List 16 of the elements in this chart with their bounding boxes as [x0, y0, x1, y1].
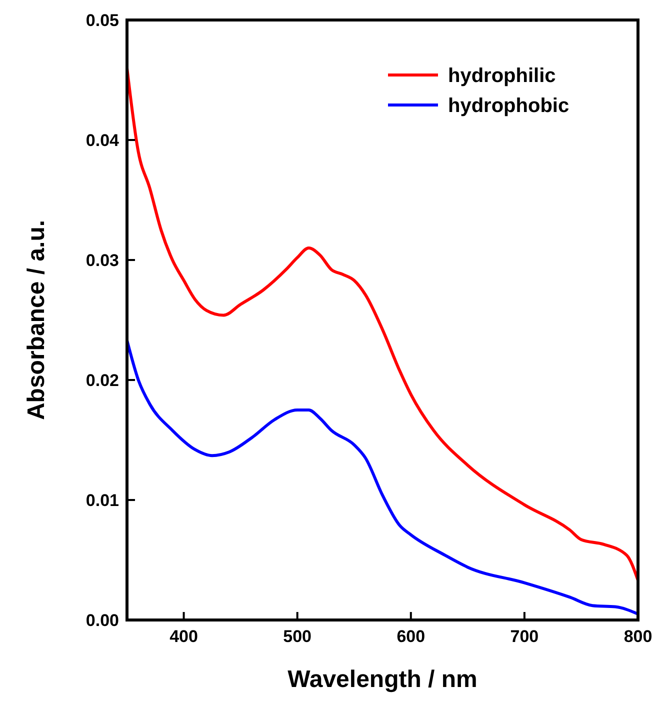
x-tick-label: 500: [283, 627, 312, 646]
y-axis-title: Absorbance / a.u.: [23, 220, 50, 420]
legend-label: hydrophilic: [448, 65, 556, 87]
y-tick-label: 0.04: [86, 131, 120, 150]
x-tick-label: 400: [170, 627, 198, 646]
x-tick-label: 600: [396, 627, 426, 646]
legend-label: hydrophobic: [448, 95, 570, 117]
y-tick-label: 0.02: [86, 371, 119, 390]
y-tick-label: 0.00: [86, 611, 119, 630]
y-tick-label: 0.03: [86, 251, 119, 270]
x-tick-label: 700: [510, 627, 539, 646]
y-tick-label: 0.01: [86, 491, 119, 510]
y-tick-label: 0.05: [86, 11, 119, 30]
x-tick-label: 800: [624, 627, 652, 646]
line-series: [127, 338, 638, 616]
x-axis-title: Wavelength / nm: [288, 666, 478, 693]
